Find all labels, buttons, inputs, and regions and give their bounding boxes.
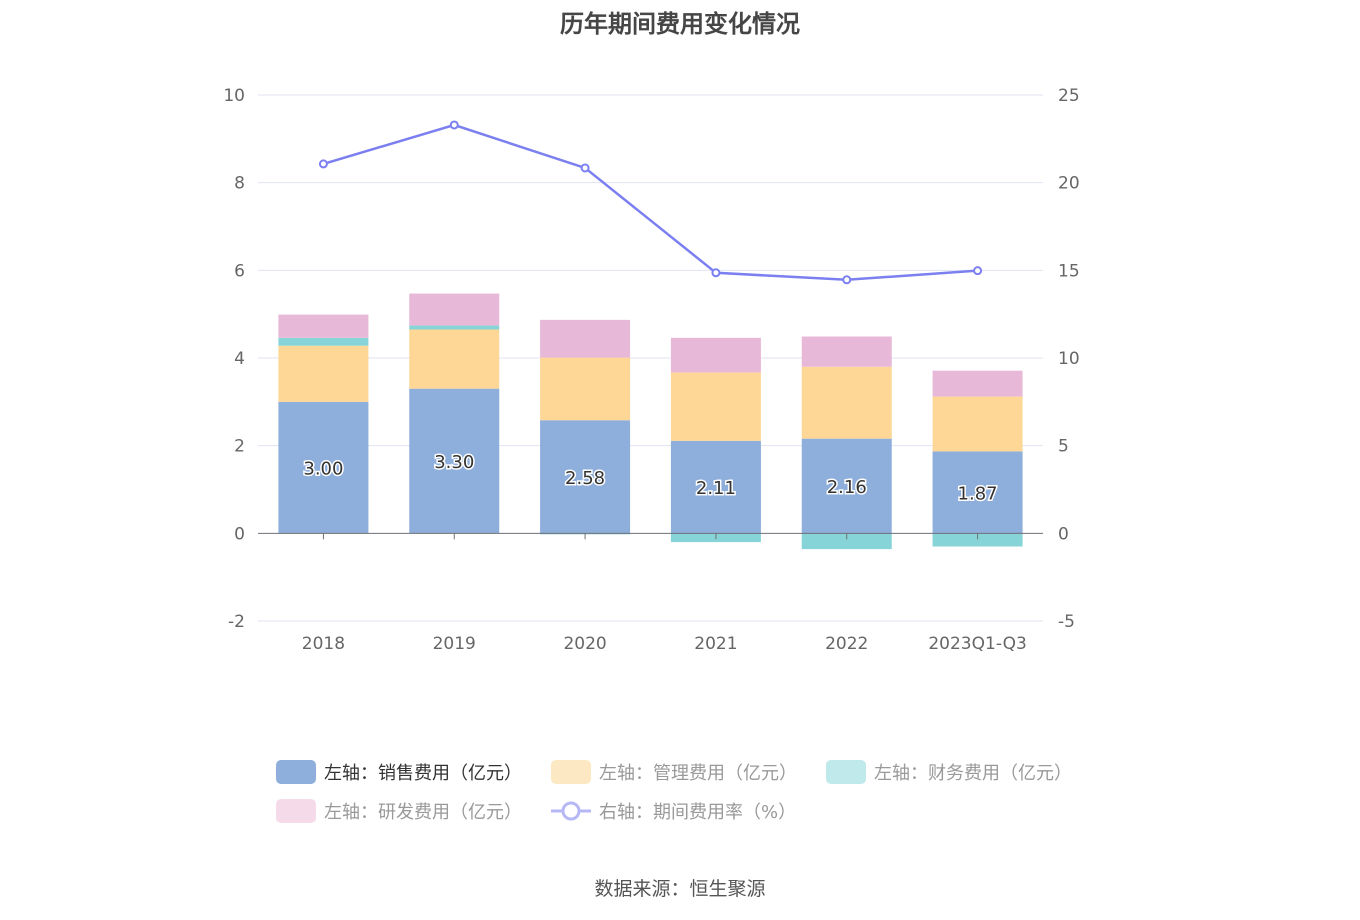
legend-item-finance[interactable]: 左轴：财务费用（亿元） [826,759,1072,785]
legend-label: 左轴：研发费用（亿元） [324,802,522,823]
rate-point [711,268,721,278]
rate-point [580,163,590,173]
legend-swatch-rnd [276,799,316,823]
rate-line [323,123,978,282]
x-axis-label: 2022 [825,634,868,654]
bar-segment [540,357,631,421]
legend-label: 左轴：财务费用（亿元） [874,763,1072,784]
right-axis-tick: 10 [1058,349,1080,369]
legend-item-rnd[interactable]: 左轴：研发费用（亿元） [276,798,522,824]
legend-label: 左轴：管理费用（亿元） [599,763,797,784]
left-axis-tick: 8 [234,174,245,194]
bar-segment [409,325,500,330]
left-axis-tick: 0 [234,524,245,544]
x-axis-label: 2023Q1-Q3 [928,634,1026,654]
bar-segment [801,336,892,367]
rate-point [973,266,983,276]
left-axis-tick: 2 [234,437,245,457]
left-axis-tick: 4 [234,349,245,369]
right-axis-tick: 25 [1058,86,1080,106]
bar-segment [278,314,369,338]
bar-segment [670,337,761,373]
bar-data-label: 2.11 [696,478,736,499]
left-axis-tick: -2 [228,612,245,632]
bar-data-label: 2.16 [827,477,867,498]
rate-point [842,275,852,285]
bar-segment [801,533,892,550]
bar-segment [278,345,369,402]
bar-segment [932,533,1023,547]
bar-segment [278,337,369,346]
rate-point [318,159,328,169]
bar-segment [540,319,631,358]
legend-swatch-sales [276,760,316,784]
bar-segment [932,370,1023,397]
bar-data-label: 3.00 [303,459,343,480]
x-axis-label: 2021 [694,634,737,654]
legend-swatch-finance [826,760,866,784]
bar-segment [932,451,1023,534]
bar-segment [540,420,631,534]
chart-title: 历年期间费用变化情况 [560,10,800,38]
bar-segment [801,438,892,534]
right-axis-tick: 5 [1058,437,1069,457]
legend-label: 右轴：期间费用率（%） [599,802,797,823]
data-source: 数据来源：恒生聚源 [594,878,766,900]
bar-segment [801,366,892,439]
bar-segment [670,440,761,534]
right-axis-tick: 20 [1058,174,1080,194]
legend-item-rate[interactable]: 右轴：期间费用率（%） [551,798,796,824]
left-axis-tick: 6 [234,261,245,281]
bar-data-label: 3.30 [434,452,474,473]
bar-segment [409,329,500,389]
legend-line-circle-icon [551,801,591,821]
right-axis-tick: 15 [1058,261,1080,281]
legend-label: 左轴：销售费用（亿元） [324,763,522,784]
bar-segment [409,388,500,534]
bar-data-label: 1.87 [958,483,998,504]
left-axis-tick: 10 [223,86,245,106]
bar-segment [932,396,1023,452]
x-axis-label: 2020 [563,634,606,654]
rate-point [449,120,459,130]
legend-item-sales[interactable]: 左轴：销售费用（亿元） [276,759,522,785]
legend-swatch-admin [551,760,591,784]
x-axis-label: 2019 [433,634,476,654]
right-axis-tick: 0 [1058,524,1069,544]
bar-data-label: 2.58 [565,468,605,489]
right-axis-tick: -5 [1058,612,1075,632]
bar-segment [409,293,500,326]
bar-segment [278,401,369,534]
bar-segment [670,372,761,441]
legend-item-admin[interactable]: 左轴：管理费用（亿元） [551,759,797,785]
x-axis-label: 2018 [302,634,345,654]
